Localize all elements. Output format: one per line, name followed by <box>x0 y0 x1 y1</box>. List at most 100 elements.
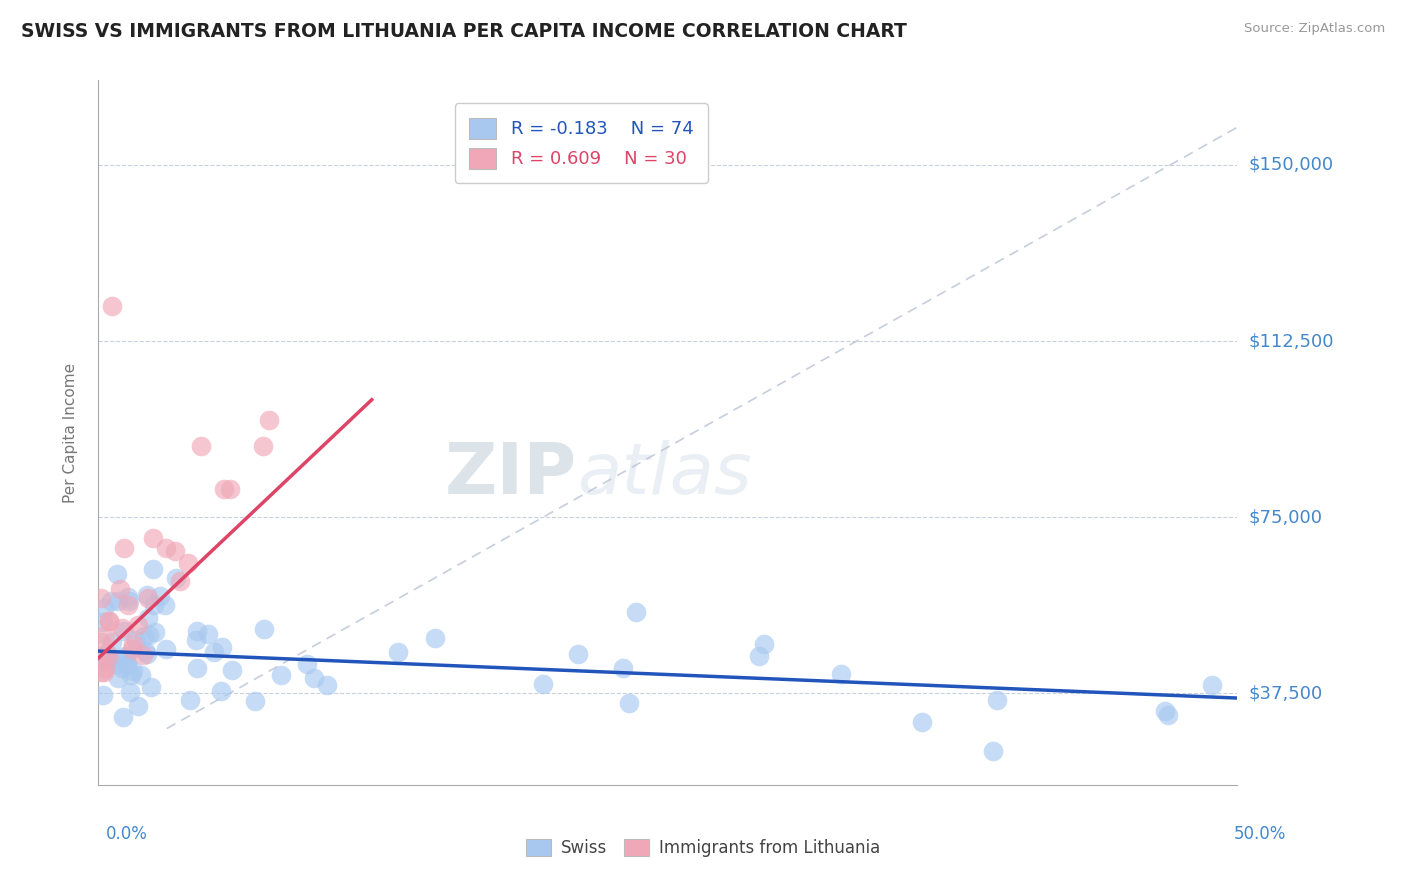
Point <box>304 671 326 685</box>
Point <box>112 624 135 638</box>
Point <box>138 628 160 642</box>
Point <box>748 648 770 663</box>
Point <box>986 692 1008 706</box>
Point <box>129 668 152 682</box>
Point <box>259 413 281 427</box>
Point <box>97 647 120 661</box>
Point <box>97 650 120 665</box>
Point <box>91 688 114 702</box>
Point <box>138 611 160 625</box>
Point <box>112 710 135 724</box>
Point <box>624 605 647 619</box>
Legend: Swiss, Immigrants from Lithuania: Swiss, Immigrants from Lithuania <box>517 831 889 866</box>
Point <box>184 632 207 647</box>
Point <box>93 665 115 680</box>
Point <box>619 696 641 710</box>
Point <box>153 599 176 613</box>
Point <box>425 632 447 646</box>
Point <box>98 614 121 628</box>
Point <box>127 618 149 632</box>
Text: ZIP: ZIP <box>444 441 576 509</box>
Point <box>91 654 114 668</box>
Point <box>176 556 198 570</box>
Point <box>90 591 112 605</box>
Point <box>143 599 166 613</box>
Point <box>125 633 148 648</box>
Point <box>387 645 409 659</box>
Point <box>90 665 112 680</box>
Point <box>297 657 319 671</box>
Point <box>91 615 114 629</box>
Point <box>243 694 266 708</box>
Point <box>121 665 143 679</box>
Point <box>101 635 124 649</box>
Point <box>117 590 139 604</box>
Point <box>117 599 139 613</box>
Point <box>202 645 225 659</box>
Point <box>91 650 114 665</box>
Point <box>138 591 160 606</box>
Point <box>93 601 115 615</box>
Point <box>107 671 129 685</box>
Point <box>115 657 138 672</box>
Point <box>111 621 134 635</box>
Point <box>1201 678 1223 692</box>
Point <box>155 541 177 555</box>
Point <box>212 482 235 496</box>
Point <box>115 658 138 673</box>
Point <box>252 439 274 453</box>
Point <box>531 676 554 690</box>
Point <box>101 299 124 313</box>
Point <box>165 544 187 558</box>
Point <box>169 574 191 588</box>
Point <box>90 635 112 649</box>
Text: $150,000: $150,000 <box>1249 156 1333 174</box>
Point <box>830 666 852 681</box>
Point <box>94 661 117 675</box>
Point <box>105 567 128 582</box>
Point <box>209 683 232 698</box>
Point <box>111 661 134 675</box>
Point <box>108 582 131 596</box>
Point <box>132 648 155 662</box>
Point <box>127 698 149 713</box>
Text: $112,500: $112,500 <box>1249 332 1334 350</box>
Point <box>270 668 292 682</box>
Point <box>114 649 136 664</box>
Point <box>132 629 155 643</box>
Point <box>911 714 934 729</box>
Point <box>96 646 118 660</box>
Point <box>118 593 141 607</box>
Point <box>100 594 122 608</box>
Point <box>219 482 242 496</box>
Text: SWISS VS IMMIGRANTS FROM LITHUANIA PER CAPITA INCOME CORRELATION CHART: SWISS VS IMMIGRANTS FROM LITHUANIA PER C… <box>21 22 907 41</box>
Point <box>142 562 165 576</box>
Point <box>190 440 212 454</box>
Point <box>315 678 337 692</box>
Text: 50.0%: 50.0% <box>1234 825 1286 843</box>
Point <box>186 624 208 639</box>
Point <box>105 657 128 672</box>
Point <box>121 641 143 656</box>
Text: Source: ZipAtlas.com: Source: ZipAtlas.com <box>1244 22 1385 36</box>
Legend: R = -0.183    N = 74, R = 0.609    N = 30: R = -0.183 N = 74, R = 0.609 N = 30 <box>454 103 709 183</box>
Point <box>149 589 172 603</box>
Point <box>97 654 120 668</box>
Point <box>197 627 219 641</box>
Point <box>179 693 201 707</box>
Point <box>612 661 634 675</box>
Point <box>134 644 156 658</box>
Point <box>98 654 121 668</box>
Point <box>143 624 166 639</box>
Text: atlas: atlas <box>576 441 751 509</box>
Text: $37,500: $37,500 <box>1249 684 1323 702</box>
Point <box>981 744 1004 758</box>
Point <box>1154 705 1177 719</box>
Point <box>253 622 276 636</box>
Point <box>221 664 243 678</box>
Text: 0.0%: 0.0% <box>105 825 148 843</box>
Point <box>142 531 165 545</box>
Text: $75,000: $75,000 <box>1249 508 1323 526</box>
Point <box>139 680 162 694</box>
Point <box>115 650 138 665</box>
